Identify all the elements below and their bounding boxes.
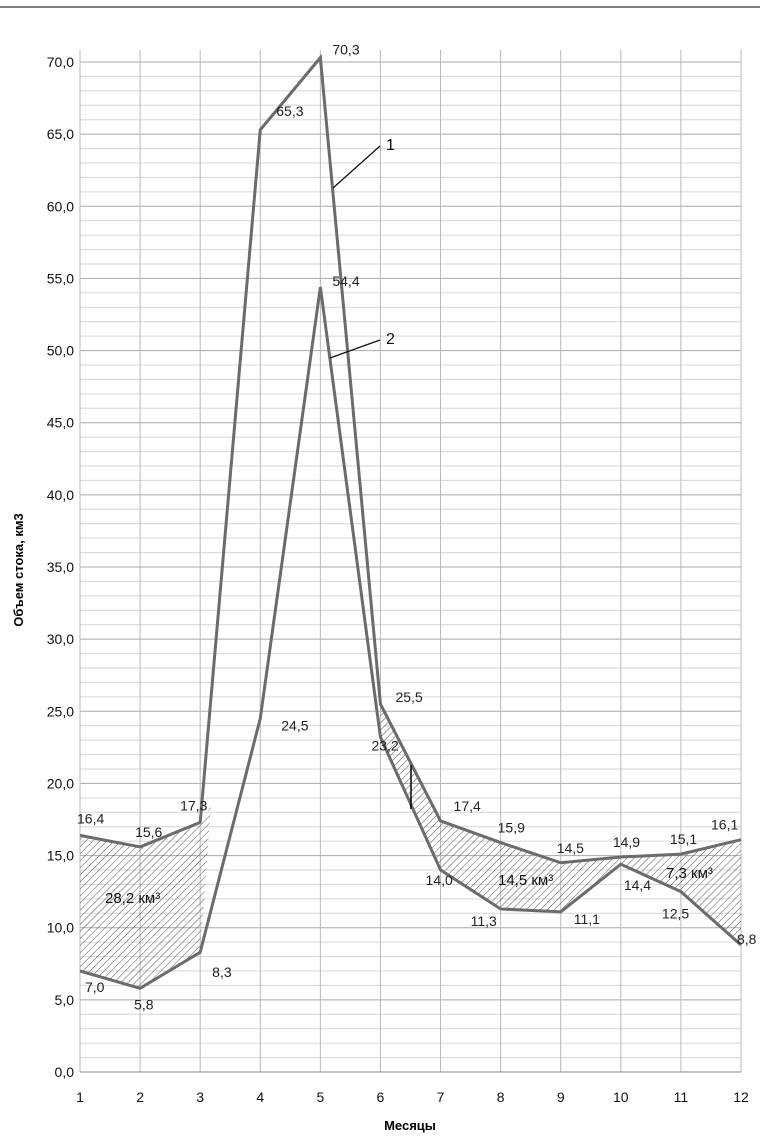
y-tick-label: 0,0 bbox=[55, 1064, 75, 1080]
series-1-pointer bbox=[333, 146, 380, 188]
y-tick-label: 20,0 bbox=[47, 775, 74, 791]
series-2-data-label: 8,8 bbox=[737, 931, 757, 947]
y-tick-label: 45,0 bbox=[47, 415, 74, 431]
series-2-data-label: 54,4 bbox=[332, 273, 359, 289]
series-2-data-label: 7,0 bbox=[85, 979, 105, 995]
series-1-data-label: 15,9 bbox=[498, 820, 525, 836]
series-1-data-label: 15,6 bbox=[135, 824, 162, 840]
x-tick-label: 11 bbox=[674, 1089, 689, 1105]
series-2-data-label: 11,1 bbox=[574, 911, 600, 927]
area-label-3: 7,3 км³ bbox=[666, 865, 713, 882]
x-tick-label: 1 bbox=[76, 1089, 84, 1105]
series-2-data-label: 24,5 bbox=[281, 718, 308, 734]
x-tick-label: 5 bbox=[316, 1089, 324, 1105]
series-2-marker: 2 bbox=[386, 331, 395, 348]
series-1-data-label: 17,3 bbox=[180, 797, 207, 813]
series-2-data-label: 12,5 bbox=[662, 906, 689, 922]
x-tick-label: 3 bbox=[196, 1089, 204, 1105]
series-2-data-label: 5,8 bbox=[134, 996, 154, 1012]
series-1-data-label: 65,3 bbox=[276, 103, 303, 119]
area-label-1: 28,2 км³ bbox=[105, 890, 160, 907]
series-1-data-label: 14,5 bbox=[557, 840, 584, 856]
y-tick-label: 40,0 bbox=[47, 487, 74, 503]
y-tick-label: 50,0 bbox=[47, 343, 74, 359]
x-tick-label: 9 bbox=[557, 1089, 565, 1105]
series-2-data-label: 14,0 bbox=[426, 872, 453, 888]
y-tick-label: 30,0 bbox=[47, 631, 74, 647]
x-tick-label: 7 bbox=[437, 1089, 445, 1105]
x-axis-title: Месяцы bbox=[384, 1118, 436, 1133]
y-tick-label: 60,0 bbox=[47, 198, 74, 214]
y-tick-label: 10,0 bbox=[47, 920, 74, 936]
y-tick-label: 55,0 bbox=[47, 270, 74, 286]
y-tick-label: 35,0 bbox=[47, 559, 74, 575]
series-1-data-label: 16,4 bbox=[77, 810, 104, 826]
series-1-marker: 1 bbox=[386, 137, 395, 154]
x-tick-label: 8 bbox=[497, 1089, 505, 1105]
series-1-data-label: 17,4 bbox=[454, 798, 481, 814]
series-1-data-label: 70,3 bbox=[332, 42, 359, 58]
x-tick-label: 2 bbox=[136, 1089, 144, 1105]
x-tick-label: 12 bbox=[733, 1089, 749, 1105]
series-1-data-label: 16,1 bbox=[711, 817, 738, 833]
y-tick-label: 70,0 bbox=[47, 54, 74, 70]
series-1-data-label: 15,1 bbox=[670, 831, 697, 847]
series-1-line bbox=[80, 58, 741, 863]
series-1-data-label: 14,9 bbox=[613, 834, 640, 850]
y-tick-label: 65,0 bbox=[47, 126, 74, 142]
area-label-2: 14,5 км³ bbox=[498, 872, 553, 889]
y-axis-title: Объем стока, км3 bbox=[11, 513, 26, 626]
y-tick-label: 5,0 bbox=[55, 992, 75, 1008]
series-2-data-label: 8,3 bbox=[212, 964, 232, 980]
series-1-data-label: 25,5 bbox=[395, 689, 422, 705]
y-tick-label: 25,0 bbox=[47, 703, 74, 719]
series-2-pointer bbox=[330, 340, 380, 358]
x-tick-label: 10 bbox=[613, 1089, 629, 1105]
x-tick-label: 6 bbox=[377, 1089, 385, 1105]
series-2-data-label: 14,4 bbox=[624, 877, 651, 893]
series-2-data-label: 23,2 bbox=[371, 737, 398, 753]
hatched-areas bbox=[80, 704, 741, 988]
series-2-data-label: 11,3 bbox=[471, 913, 497, 929]
y-tick-label: 15,0 bbox=[47, 848, 74, 864]
x-tick-label: 4 bbox=[256, 1089, 264, 1105]
